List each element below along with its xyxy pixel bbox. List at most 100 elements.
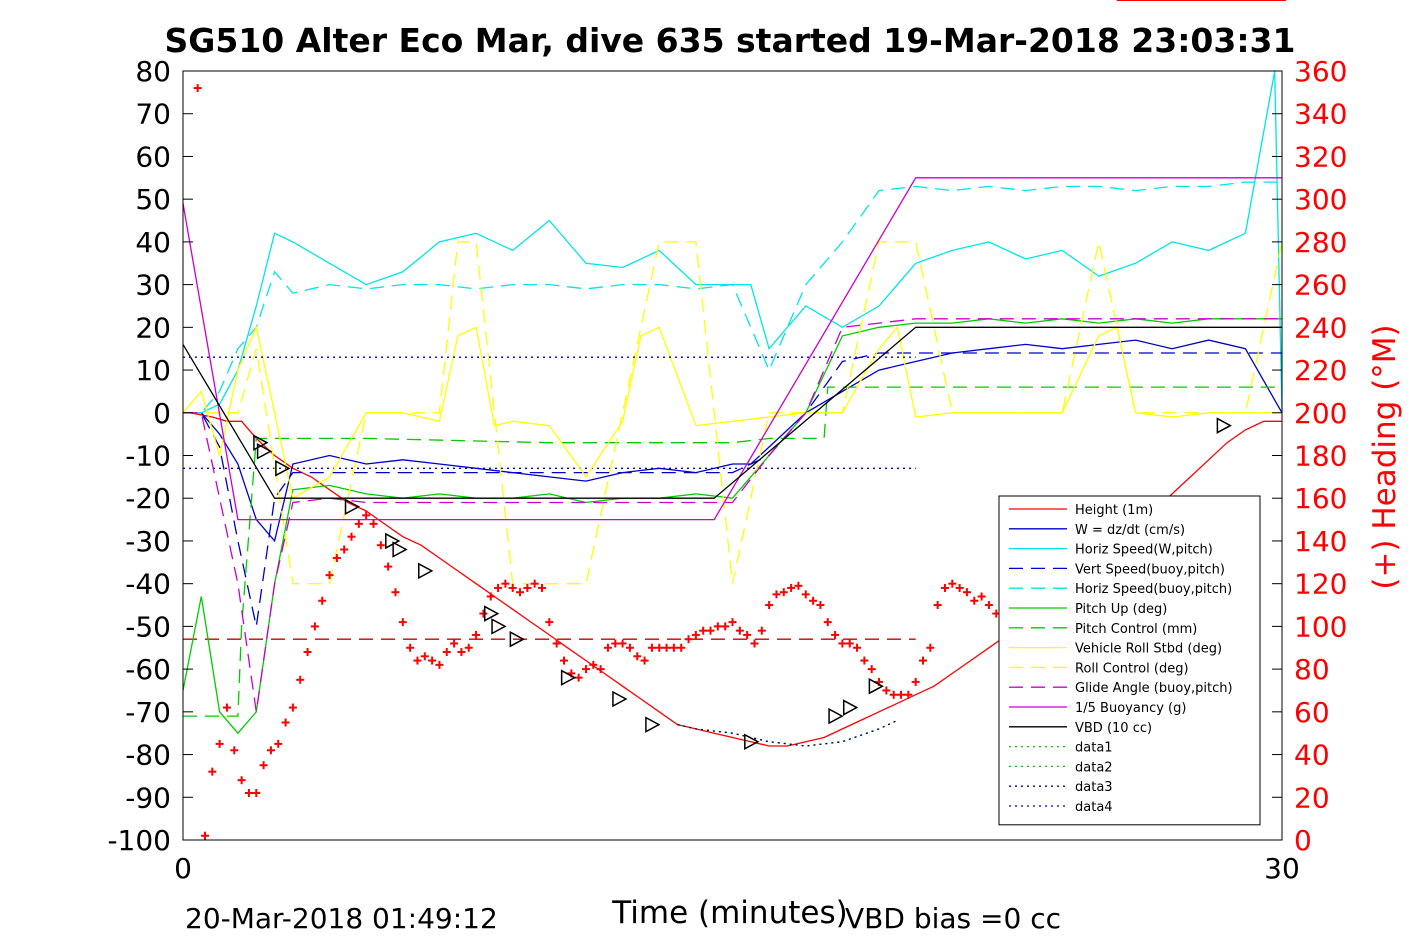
turn-marker bbox=[1216, 417, 1232, 434]
heading-point bbox=[962, 588, 971, 597]
series-line-3 bbox=[183, 352, 1282, 627]
heading-point bbox=[332, 554, 341, 563]
turn-marker bbox=[645, 716, 661, 733]
heading-point bbox=[816, 601, 825, 610]
heading-point bbox=[831, 630, 840, 639]
y2-tick-label: 160 bbox=[1294, 482, 1347, 515]
y2-tick-label: 100 bbox=[1294, 610, 1347, 643]
heading-point bbox=[933, 601, 942, 610]
heading-point bbox=[362, 511, 371, 520]
legend-box bbox=[998, 495, 1261, 826]
heading-point bbox=[779, 588, 788, 597]
turn-marker bbox=[483, 605, 500, 622]
series-line-13 bbox=[677, 719, 898, 747]
legend-label: Glide Angle (buoy,pitch) bbox=[1075, 681, 1233, 696]
heading-point bbox=[288, 703, 297, 712]
turn-marker bbox=[612, 690, 628, 708]
footer-vbd-bias: VBD bias =0 cc bbox=[845, 902, 1061, 935]
turn-marker bbox=[842, 699, 859, 716]
heading-point bbox=[369, 519, 378, 528]
y-tick-label: 70 bbox=[135, 98, 171, 131]
y-tick-label: -100 bbox=[107, 824, 171, 857]
legend-label: Roll Control (deg) bbox=[1075, 661, 1189, 676]
y-tick-label: 0 bbox=[153, 397, 171, 430]
axes-frame: 80706050403020100-10-20-30-40-50-60-70-8… bbox=[107, 55, 1347, 885]
heading-point bbox=[640, 656, 649, 665]
y-tick-label: -60 bbox=[125, 653, 171, 686]
turn-marker bbox=[828, 707, 844, 725]
heading-point bbox=[252, 789, 261, 798]
heading-point bbox=[442, 648, 451, 657]
series-line-11 bbox=[182, 326, 1282, 499]
heading-point bbox=[647, 643, 656, 652]
heading-point bbox=[853, 643, 862, 652]
heading-point bbox=[684, 635, 693, 644]
legend-label: Pitch Control (mm) bbox=[1075, 622, 1197, 637]
series-line-12 bbox=[677, 719, 898, 747]
heading-point bbox=[655, 643, 664, 652]
y2-tick-label: 360 bbox=[1294, 55, 1347, 88]
legend-label: Vert Speed(buoy,pitch) bbox=[1075, 562, 1225, 577]
heading-point bbox=[457, 648, 466, 657]
heading-point bbox=[538, 583, 547, 592]
heading-point bbox=[230, 746, 239, 755]
y-tick-label: 10 bbox=[135, 354, 171, 387]
legend-label: VBD (10 cc) bbox=[1075, 721, 1152, 736]
heading-point bbox=[735, 626, 744, 635]
heading-point bbox=[838, 639, 847, 648]
heading-point bbox=[384, 562, 393, 571]
heading-point bbox=[354, 519, 363, 528]
y2-tick-label: 80 bbox=[1294, 653, 1330, 686]
heading-point bbox=[413, 656, 422, 665]
heading-point bbox=[222, 703, 231, 712]
y-tick-label: -50 bbox=[125, 610, 171, 643]
heading-point bbox=[669, 643, 678, 652]
heading-point bbox=[970, 596, 979, 605]
heading-point bbox=[472, 630, 481, 639]
y2-tick-label: 300 bbox=[1294, 183, 1347, 216]
legend-label: Horiz Speed(buoy,pitch) bbox=[1075, 582, 1232, 597]
chart-title: SG510 Alter Eco Mar, dive 635 started 19… bbox=[165, 21, 1296, 60]
heading-point bbox=[274, 739, 283, 748]
heading-point bbox=[281, 718, 290, 727]
heading-point bbox=[860, 656, 869, 665]
heading-point bbox=[237, 776, 246, 785]
series-line-7 bbox=[182, 325, 1282, 500]
y2-tick-label: 0 bbox=[1294, 824, 1312, 857]
heading-point bbox=[340, 545, 349, 554]
heading-point bbox=[926, 643, 935, 652]
heading-point bbox=[845, 639, 854, 648]
turn-marker bbox=[560, 669, 577, 686]
heading-point bbox=[984, 601, 993, 610]
heading-point bbox=[420, 652, 429, 661]
heading-point bbox=[193, 84, 202, 93]
series-line-6 bbox=[183, 386, 1282, 717]
heading-point bbox=[589, 660, 598, 669]
x-tick-label: 0 bbox=[174, 852, 192, 885]
legend-label: Height (1m) bbox=[1075, 503, 1153, 518]
heading-point bbox=[325, 571, 334, 580]
series-line-5 bbox=[182, 318, 1282, 735]
heading-point bbox=[713, 622, 722, 631]
heading-point bbox=[428, 656, 437, 665]
heading-point bbox=[559, 656, 568, 665]
y-tick-label: 50 bbox=[135, 183, 171, 216]
y2-tick-label: 60 bbox=[1294, 696, 1330, 729]
y-tick-label: -90 bbox=[125, 781, 171, 814]
heading-point bbox=[904, 690, 913, 699]
y2-tick-label: 240 bbox=[1294, 311, 1347, 344]
heading-point bbox=[801, 590, 810, 599]
y2-axis-label: (+) Heading (°M) bbox=[1367, 324, 1403, 589]
heading-point bbox=[918, 656, 927, 665]
y-tick-label: 40 bbox=[135, 226, 171, 259]
heading-point bbox=[750, 639, 759, 648]
y-tick-label: 30 bbox=[135, 269, 171, 302]
heading-point bbox=[633, 652, 642, 661]
heading-point bbox=[809, 596, 818, 605]
x-tick-label: 30 bbox=[1264, 852, 1300, 885]
heading-point bbox=[691, 630, 700, 639]
y2-tick-label: 320 bbox=[1294, 140, 1347, 173]
series-line-10 bbox=[182, 177, 1282, 521]
y-tick-label: 80 bbox=[135, 55, 171, 88]
